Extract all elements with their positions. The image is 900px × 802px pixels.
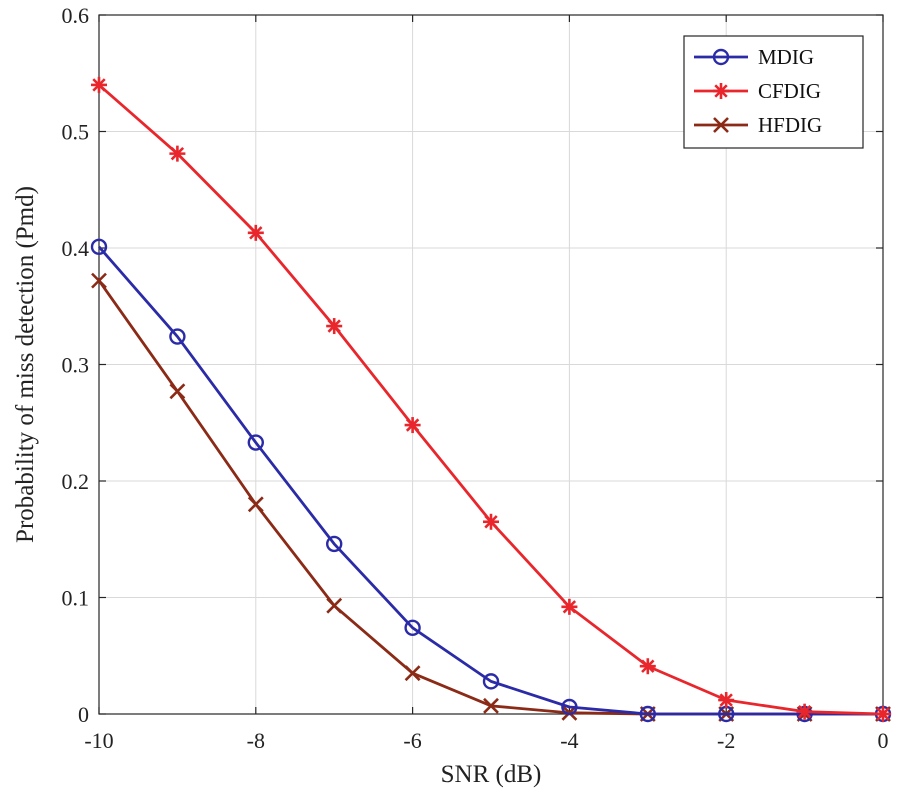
data-point [404, 417, 421, 434]
series-line [97, 279, 883, 716]
legend-label: HFDIG [758, 113, 822, 137]
x-tick-label: -2 [717, 728, 735, 753]
legend-item-mdig: MDIG [694, 45, 814, 69]
y-tick-label: 0.2 [62, 469, 90, 494]
y-tick-label: 0.3 [62, 353, 90, 378]
series-cfdig [91, 76, 891, 722]
data-point [561, 698, 578, 716]
data-point [483, 513, 499, 530]
y-tick-label: 0.6 [62, 3, 90, 28]
data-point [875, 706, 891, 722]
x-tick-label: -10 [84, 728, 113, 753]
axis-ticks: -10 -8 -6 -4 -2 0 0 0.1 0.2 0.3 0.4 0.5 0.6 [62, 3, 889, 753]
y-axis-title: Probability of miss detection (Pmd) [12, 186, 39, 543]
legend: MDIG CFDIG HFDIG [683, 35, 864, 149]
data-point [639, 705, 656, 723]
data-point [796, 703, 813, 720]
legend-marker [713, 83, 729, 99]
series-line [97, 245, 883, 716]
data-point [404, 665, 421, 682]
data-point [483, 697, 499, 714]
data-point [639, 658, 656, 675]
data-point [90, 238, 108, 256]
data-point [247, 224, 264, 241]
legend-marker [712, 48, 730, 66]
y-tick-label: 0.5 [62, 120, 90, 145]
series-line [98, 83, 884, 716]
data-point [247, 496, 264, 513]
legend-marker [713, 117, 729, 133]
series-group [90, 76, 892, 723]
data-point [91, 76, 107, 93]
legend-label: CFDIG [758, 79, 821, 103]
x-axis-title: SNR (dB) [441, 761, 542, 788]
series-hfdig [91, 272, 891, 722]
legend-label: MDIG [758, 45, 814, 69]
data-point [169, 328, 186, 345]
data-point [326, 318, 343, 335]
series-mdig [90, 238, 892, 723]
data-point [169, 145, 186, 162]
data-point [718, 692, 735, 709]
data-point [561, 598, 578, 615]
x-tick-label: -4 [560, 728, 578, 753]
data-point [482, 673, 500, 690]
data-point [169, 383, 186, 400]
legend-item-hfdig: HFDIG [694, 113, 822, 137]
legend-item-cfdig: CFDIG [694, 79, 821, 103]
y-tick-label: 0.4 [62, 236, 90, 261]
data-point [247, 434, 265, 451]
data-point [326, 535, 343, 553]
data-point [404, 619, 421, 636]
x-tick-label: -6 [403, 728, 421, 753]
data-point [326, 597, 343, 614]
y-tick-label: 0.1 [62, 586, 90, 611]
y-tick-label: 0 [78, 702, 89, 727]
data-point [91, 272, 107, 289]
x-tick-label: 0 [878, 728, 889, 753]
x-tick-label: -8 [247, 728, 265, 753]
